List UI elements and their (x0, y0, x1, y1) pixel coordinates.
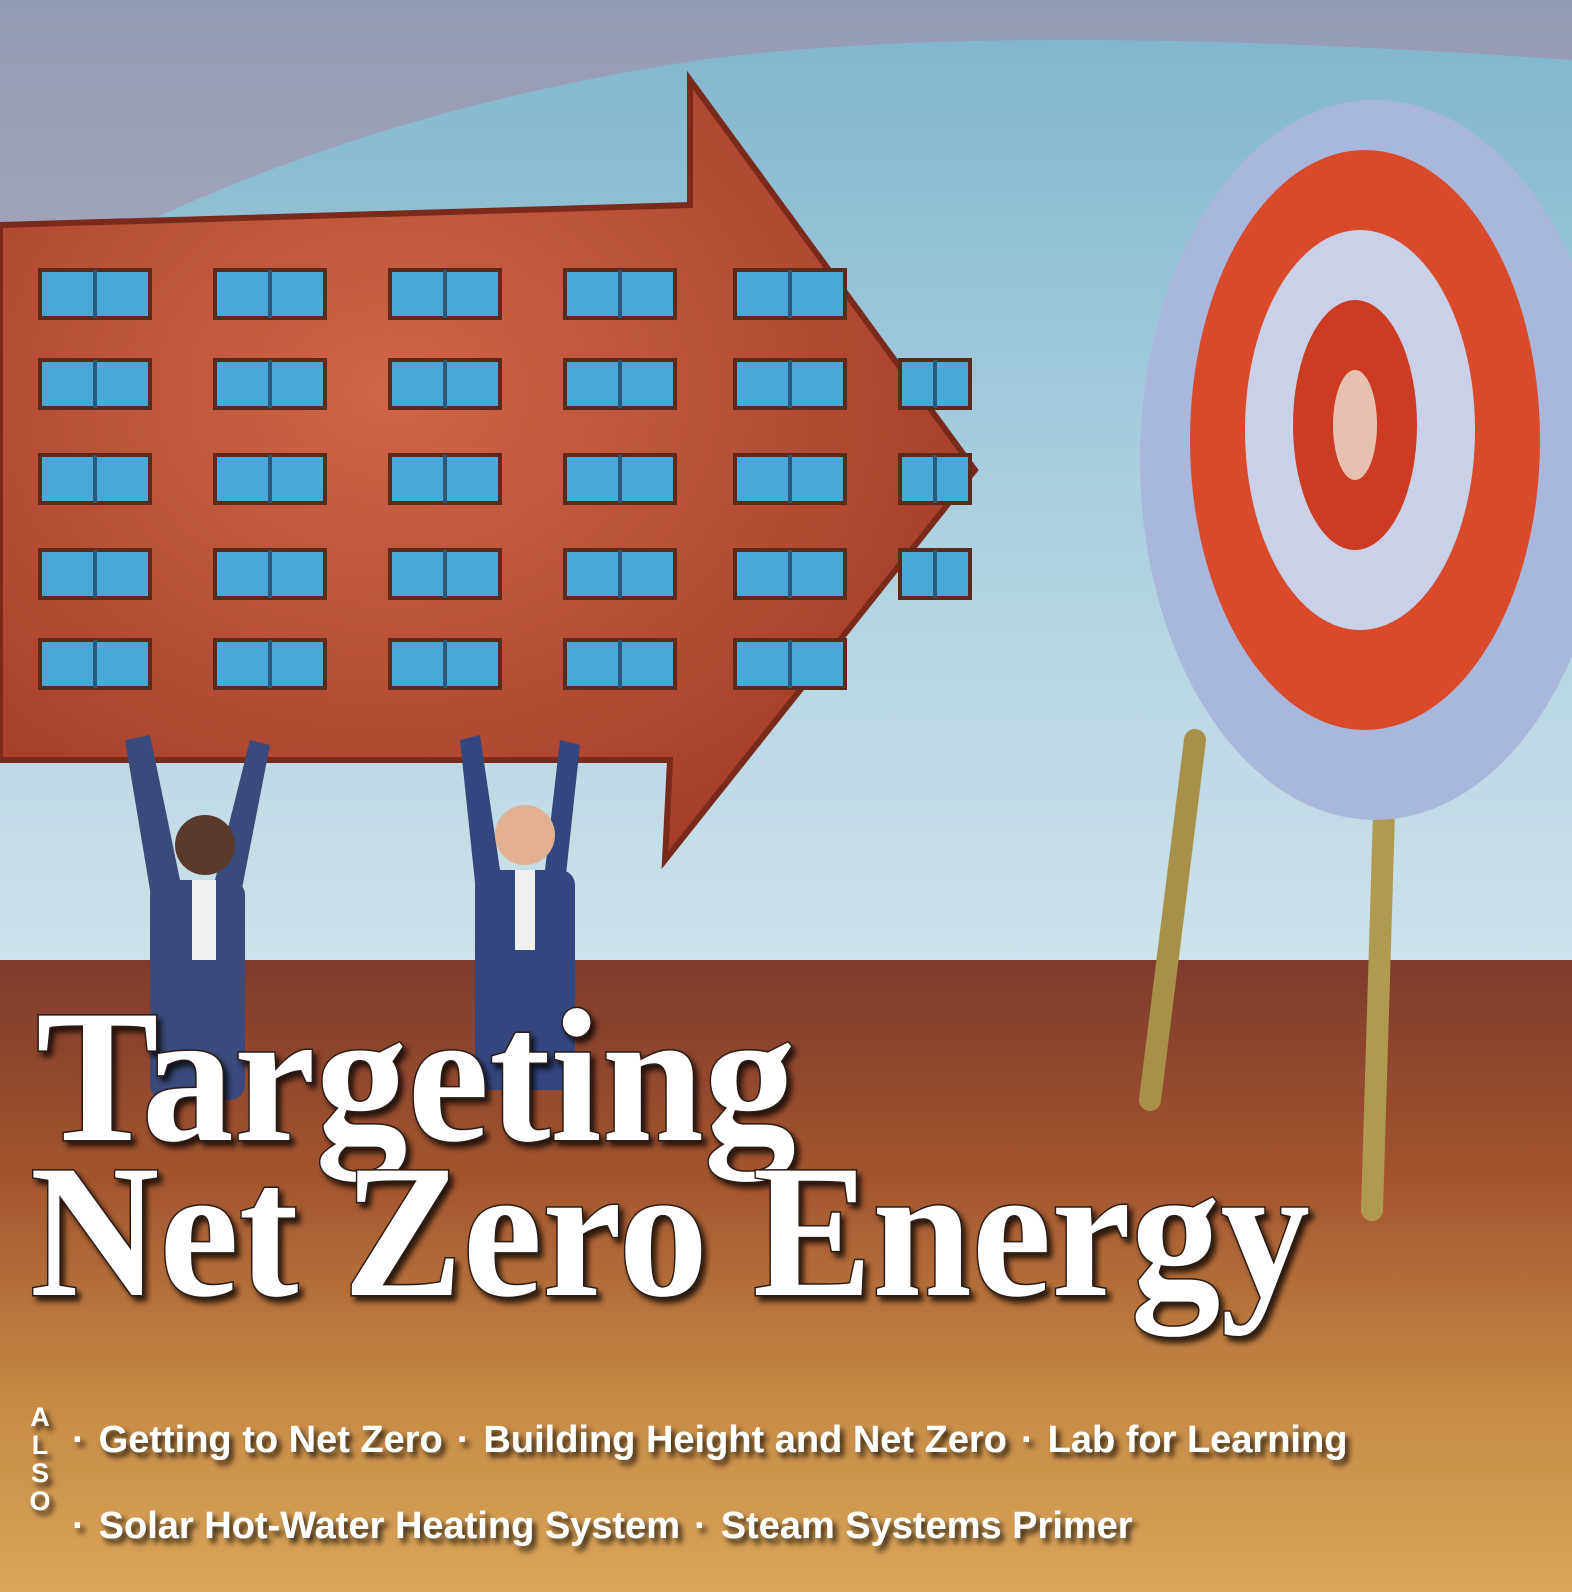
headline-line: Net Zero Energy (30, 1127, 1310, 1337)
also-item: Getting to Net Zero (99, 1419, 443, 1461)
also-letter: L (32, 1430, 49, 1460)
also-line: · Getting to Net Zero · Building Height and… (72, 1419, 1347, 1461)
target-center (1333, 370, 1377, 480)
also-item: Steam Systems Primer (721, 1505, 1133, 1547)
also-item: Building Height and Net Zero (483, 1419, 1007, 1461)
cover: Targeting Net Zero Energy ALSO·Getting t… (0, 0, 1572, 1592)
also-item: Solar Hot-Water Heating System (99, 1505, 680, 1547)
page: {"cover": { "headline": ["Targeting", "N… (0, 0, 1572, 1592)
separator: · (72, 1419, 85, 1461)
also-item: Lab for Learning (1048, 1419, 1348, 1461)
also-line: · Solar Hot-Water Heating System · Steam Sy… (72, 1505, 1133, 1547)
also-letter: A (30, 1402, 50, 1432)
also-letter: O (29, 1486, 50, 1516)
target-leg (1372, 780, 1385, 1210)
separator: · (457, 1419, 470, 1461)
separator: · (1021, 1419, 1034, 1461)
separator: · (694, 1505, 707, 1547)
also-letter: S (31, 1458, 49, 1488)
separator: · (72, 1505, 85, 1547)
